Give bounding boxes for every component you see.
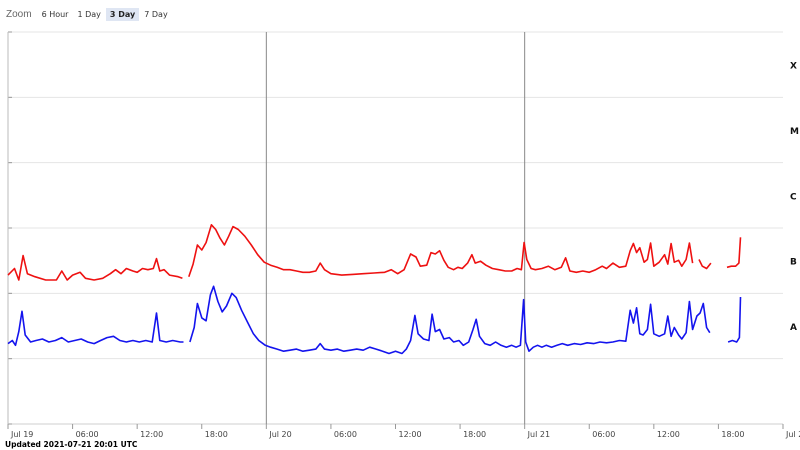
series-line-blue [7, 310, 184, 347]
flare-class-label: C [790, 192, 797, 202]
zoom-label: Zoom [6, 8, 32, 20]
x-tick-label: 06:00 [76, 430, 99, 439]
chart-gridlines [8, 31, 783, 425]
series-line-blue [189, 285, 711, 355]
zoom-1-day-button[interactable]: 1 Day [77, 9, 101, 19]
x-tick-label: Jul 20 [268, 430, 291, 439]
x-tick-label: Jul 22 [785, 430, 800, 439]
x-tick-label: 18:00 [205, 430, 228, 439]
x-tick-label: 12:00 [657, 430, 680, 439]
x-tick-label: Jul 19 [10, 430, 33, 439]
flare-class-label: M [790, 127, 799, 137]
x-tick-label: 18:00 [721, 430, 744, 439]
chart-axes [7, 31, 784, 429]
chart-series [7, 224, 742, 355]
series-line-red [726, 237, 742, 269]
chart-labels: Jul 19 06:00 12:00 18:00 Jul 20 06:00 12:00 18:… [10, 62, 800, 439]
series-line-red [698, 259, 712, 270]
series-line-red [7, 254, 183, 281]
zoom-bar: Zoom 6 Hour 1 Day 3 Day 7 Day [6, 5, 173, 23]
flare-class-label: A [790, 323, 797, 333]
zoom-6-hour-button[interactable]: 6 Hour [41, 9, 69, 19]
zoom-3-day-button[interactable]: 3 Day [105, 7, 140, 21]
flare-class-label: X [790, 62, 797, 72]
updated-timestamp: Updated 2021-07-21 20:01 UTC [5, 440, 138, 449]
x-tick-label: 12:00 [140, 430, 163, 439]
x-tick-label: 06:00 [334, 430, 357, 439]
zoom-7-day-button[interactable]: 7 Day [144, 9, 168, 19]
x-tick-label: Jul 21 [527, 430, 550, 439]
x-tick-label: 18:00 [463, 430, 486, 439]
series-line-red [188, 224, 694, 277]
series-line-blue [727, 296, 742, 343]
x-tick-label: 06:00 [592, 430, 615, 439]
x-tick-label: 12:00 [399, 430, 422, 439]
flare-class-label: B [790, 258, 797, 268]
